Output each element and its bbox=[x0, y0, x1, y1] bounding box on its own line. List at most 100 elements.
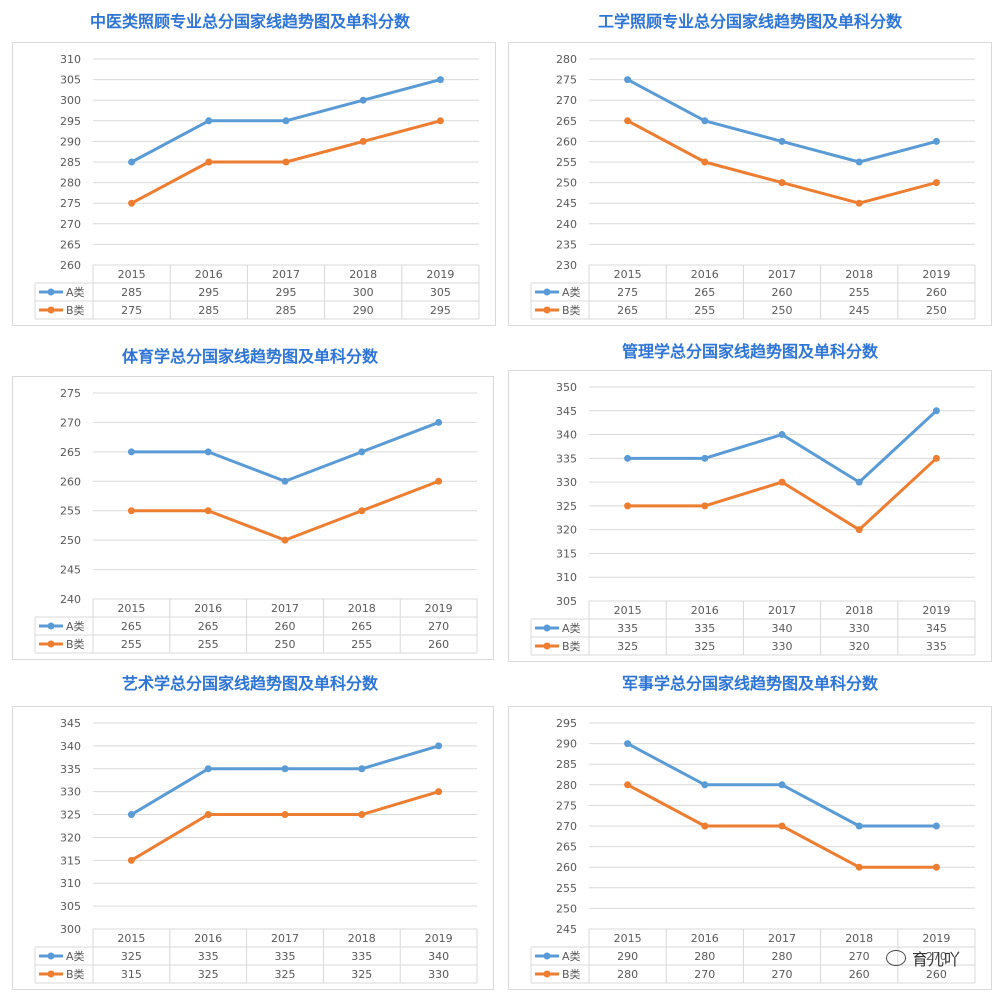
x-tick-label: 2016 bbox=[195, 268, 223, 281]
table-value: 335 bbox=[198, 950, 219, 963]
data-point bbox=[624, 76, 632, 84]
y-tick-label: 300 bbox=[60, 94, 81, 107]
x-tick-label: 2017 bbox=[768, 268, 796, 281]
x-tick-label: 2018 bbox=[348, 932, 376, 945]
data-point bbox=[624, 740, 632, 748]
table-value: 265 bbox=[351, 620, 372, 633]
legend-key-marker bbox=[543, 288, 551, 296]
y-tick-label: 275 bbox=[556, 74, 577, 87]
table-value: 295 bbox=[276, 286, 297, 299]
data-point bbox=[358, 448, 366, 456]
legend-label: A类 bbox=[562, 285, 581, 299]
table-value: 295 bbox=[430, 304, 451, 317]
y-tick-label: 250 bbox=[556, 177, 577, 190]
legend-label: B类 bbox=[562, 639, 581, 653]
y-tick-label: 265 bbox=[556, 115, 577, 128]
y-tick-label: 345 bbox=[556, 405, 577, 418]
y-tick-label: 260 bbox=[556, 135, 577, 148]
data-point bbox=[778, 478, 786, 486]
line-chart-1: 260 265 270 275 280 285 290 295 300 305 310 2015 201… bbox=[34, 53, 480, 320]
table-value: 270 bbox=[772, 968, 793, 981]
x-tick-label: 2017 bbox=[271, 932, 299, 945]
legend-key-marker bbox=[47, 288, 55, 296]
table-value: 265 bbox=[121, 620, 142, 633]
legend-key-marker bbox=[47, 640, 55, 648]
y-tick-label: 300 bbox=[60, 923, 81, 936]
data-point bbox=[855, 526, 863, 534]
y-tick-label: 305 bbox=[556, 595, 577, 608]
y-tick-label: 255 bbox=[556, 156, 577, 169]
y-tick-label: 260 bbox=[60, 259, 81, 272]
x-tick-label: 2018 bbox=[349, 268, 377, 281]
y-tick-label: 255 bbox=[556, 882, 577, 895]
y-tick-label: 340 bbox=[556, 429, 577, 442]
y-tick-label: 265 bbox=[556, 841, 577, 854]
data-point bbox=[281, 811, 289, 819]
y-tick-label: 260 bbox=[556, 861, 577, 874]
data-point bbox=[205, 158, 213, 166]
data-point bbox=[204, 811, 212, 819]
data-point bbox=[358, 765, 366, 773]
data-point bbox=[282, 158, 290, 166]
chart-panel-3: 240 245 250 255 260 265 270 275 2015 2016 2017 2018… bbox=[12, 376, 494, 660]
data-point bbox=[127, 448, 135, 456]
data-point bbox=[855, 863, 863, 871]
table-value: 260 bbox=[275, 620, 296, 633]
data-point bbox=[127, 856, 135, 864]
x-tick-label: 2015 bbox=[117, 602, 145, 615]
series-line-a bbox=[626, 409, 938, 484]
x-tick-label: 2019 bbox=[922, 268, 950, 281]
y-tick-label: 330 bbox=[556, 476, 577, 489]
y-tick-label: 310 bbox=[556, 571, 577, 584]
x-tick-label: 2016 bbox=[691, 604, 719, 617]
table-value: 255 bbox=[351, 638, 372, 651]
y-tick-label: 280 bbox=[556, 779, 577, 792]
data-point bbox=[855, 822, 863, 830]
y-tick-label: 245 bbox=[60, 564, 81, 577]
y-tick-label: 245 bbox=[556, 923, 577, 936]
data-point bbox=[778, 822, 786, 830]
y-tick-label: 250 bbox=[60, 534, 81, 547]
line-chart-4: 305 310 315 320 325 330 335 340 345 350 2015 2016 20… bbox=[530, 381, 976, 656]
x-tick-label: 2018 bbox=[845, 604, 873, 617]
y-tick-label: 245 bbox=[556, 197, 577, 210]
y-tick-label: 265 bbox=[60, 446, 81, 459]
data-point bbox=[932, 407, 940, 415]
series-line-b bbox=[129, 790, 441, 862]
data-point bbox=[127, 507, 135, 515]
table-value: 270 bbox=[694, 968, 715, 981]
data-point bbox=[624, 781, 632, 789]
legend-label: A类 bbox=[562, 949, 581, 963]
y-tick-label: 335 bbox=[556, 452, 577, 465]
chart-panel-4: 305 310 315 320 325 330 335 340 345 350 2015 2016 20… bbox=[508, 370, 992, 662]
table-value: 320 bbox=[849, 640, 870, 653]
legend-key-marker bbox=[543, 642, 551, 650]
y-tick-label: 285 bbox=[556, 758, 577, 771]
watermark: 育儿吖 bbox=[885, 946, 960, 970]
table-value: 295 bbox=[198, 286, 219, 299]
data-point bbox=[435, 742, 443, 750]
table-value: 305 bbox=[430, 286, 451, 299]
data-point bbox=[436, 117, 444, 125]
data-point bbox=[701, 502, 709, 510]
table-value: 255 bbox=[121, 638, 142, 651]
data-point bbox=[778, 179, 786, 187]
data-point bbox=[128, 199, 136, 207]
data-point bbox=[204, 448, 212, 456]
x-tick-label: 2016 bbox=[691, 932, 719, 945]
table-value: 290 bbox=[617, 950, 638, 963]
y-tick-label: 310 bbox=[60, 877, 81, 890]
table-value: 275 bbox=[617, 286, 638, 299]
y-tick-label: 320 bbox=[556, 524, 577, 537]
chart-title-4: 管理学总分国家线趋势图及单科分数 bbox=[621, 342, 878, 361]
legend-label: B类 bbox=[562, 303, 581, 317]
series-line-b bbox=[626, 456, 938, 532]
table-value: 285 bbox=[121, 286, 142, 299]
x-tick-label: 2016 bbox=[194, 602, 222, 615]
x-tick-label: 2019 bbox=[426, 268, 454, 281]
x-tick-label: 2016 bbox=[194, 932, 222, 945]
table-value: 260 bbox=[849, 968, 870, 981]
y-tick-label: 350 bbox=[556, 381, 577, 394]
x-tick-label: 2018 bbox=[348, 602, 376, 615]
table-value: 250 bbox=[275, 638, 296, 651]
